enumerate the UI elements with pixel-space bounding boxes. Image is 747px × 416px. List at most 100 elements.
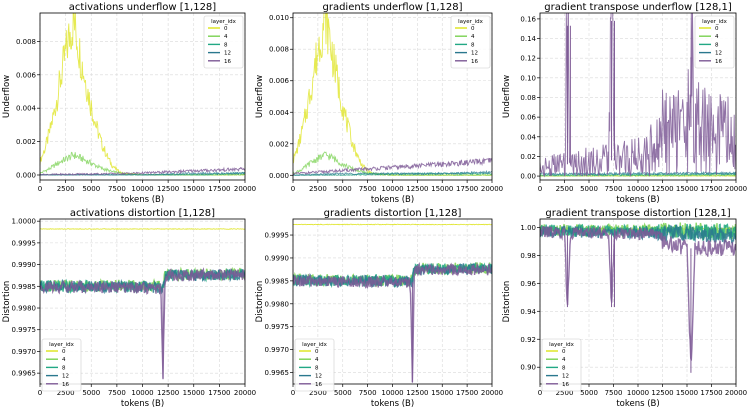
x-tick-label: 15000 [431,389,453,397]
x-tick-label: 5000 [334,389,352,397]
x-tick-label: 7500 [108,389,126,397]
x-tick-label: 10000 [627,185,649,193]
y-tick-label: 0.006 [269,77,290,85]
legend-label: 16 [715,59,722,65]
legend-title: layer_idx [458,19,484,25]
x-tick-label: 20000 [481,185,503,193]
x-tick-label: 2500 [57,185,75,193]
series-line-12 [293,170,492,177]
x-axis-label: tokens (B) [371,195,414,205]
y-tick-label: 0.9980 [12,305,37,313]
x-tick-label: 12500 [157,389,179,397]
x-tick-label: 0 [291,185,295,193]
y-tick-label: 0.9965 [12,370,37,378]
subplot-4: 0 2500 5000 7500 10000 12500 15000 17500 20000 0.… [255,208,503,409]
series-line-16 [540,13,736,178]
x-tick-label: 0 [38,389,42,397]
x-tick-label: 7500 [605,389,623,397]
y-tick-label: 1.00 [520,224,536,232]
x-tick-label: 7500 [359,389,377,397]
x-tick-label: 15000 [676,185,698,193]
y-tick-label: 0.94 [520,308,536,316]
series-line-16 [293,157,492,176]
x-axis-label: tokens (B) [616,195,659,205]
legend-label: 8 [471,42,475,48]
series-group [40,13,245,176]
y-axis-label: Distortion [2,281,12,323]
y-tick-label: 0.96 [520,280,536,288]
series-line-4 [293,151,492,176]
x-tick-label: 7500 [605,185,623,193]
legend-label: 12 [715,51,722,57]
y-axis-label: Distortion [502,281,512,323]
x-tick-label: 15000 [676,389,698,397]
series-line-16 [40,166,245,176]
x-tick-label: 2500 [57,389,75,397]
y-tick-label: 0.92 [520,336,536,344]
series-line-0 [40,228,245,230]
series-group [540,13,736,178]
legend-box [694,15,735,69]
legend-label: 4 [715,34,719,40]
y-tick-label: 0.98 [520,252,536,260]
y-tick-label: 0.10 [520,74,536,82]
legend-label: 16 [315,382,322,388]
legend-label: 0 [471,26,475,32]
x-tick-label: 17500 [456,185,478,193]
legend-title: layer_idx [49,342,75,348]
y-tick-label: 0.008 [16,38,36,46]
x-tick-label: 2500 [556,185,574,193]
legend-label: 16 [562,382,569,388]
legend-label: 0 [715,26,719,32]
legend-label: 4 [224,34,228,40]
y-tick-label: 0.002 [269,140,289,148]
y-tick-label: 0.9985 [265,277,290,285]
x-tick-label: 0 [38,185,42,193]
y-axis-label: Underflow [502,75,512,118]
legend-title: layer_idx [211,19,237,25]
legend-label: 0 [562,349,566,355]
x-tick-label: 0 [291,389,295,397]
legend-label: 16 [62,382,69,388]
y-tick-label: 0.9970 [265,346,290,354]
legend-label: 8 [62,365,66,371]
y-tick-label: 0.9975 [12,326,37,334]
y-tick-label: 0.9965 [265,369,290,377]
x-tick-label: 17500 [208,185,230,193]
y-tick-label: 0.90 [520,364,536,372]
legend-box [294,338,335,392]
legend-box [450,15,491,69]
subplot-title: gradients underflow [1,128] [322,2,462,13]
legend-title: layer_idx [702,19,728,25]
y-tick-label: 1.0000 [12,218,37,226]
legend-label: 0 [224,26,228,32]
y-tick-label: 0.16 [520,15,536,23]
legend-title: layer_idx [302,342,328,348]
subplot-0: 0 2500 5000 7500 10000 12500 15000 17500 20000 0.… [2,2,256,205]
legend-label: 12 [224,51,231,57]
x-tick-label: 20000 [725,185,747,193]
x-tick-label: 12500 [406,389,428,397]
x-tick-label: 0 [538,389,542,397]
series-group [293,223,492,383]
legend-label: 4 [471,34,475,40]
subplot-5: 0 2500 5000 7500 10000 12500 15000 17500 20000 0.… [502,208,747,409]
y-tick-label: 0.9975 [265,323,290,331]
series-line-16 [540,225,736,361]
y-tick-label: 0.06 [520,114,536,122]
x-tick-label: 20000 [481,389,503,397]
x-tick-label: 2500 [309,389,327,397]
subplot-title: gradient transpose distortion [128,1] [545,208,730,219]
y-tick-label: 0.9970 [12,348,37,356]
y-tick-label: 0.12 [520,55,536,63]
y-tick-label: 0.008 [269,46,289,54]
x-tick-label: 5000 [580,185,598,193]
x-tick-label: 5000 [334,185,352,193]
x-axis-label: tokens (B) [121,195,164,205]
x-tick-label: 17500 [700,389,722,397]
x-axis-label: tokens (B) [616,399,659,409]
y-tick-label: 0.006 [16,71,37,79]
